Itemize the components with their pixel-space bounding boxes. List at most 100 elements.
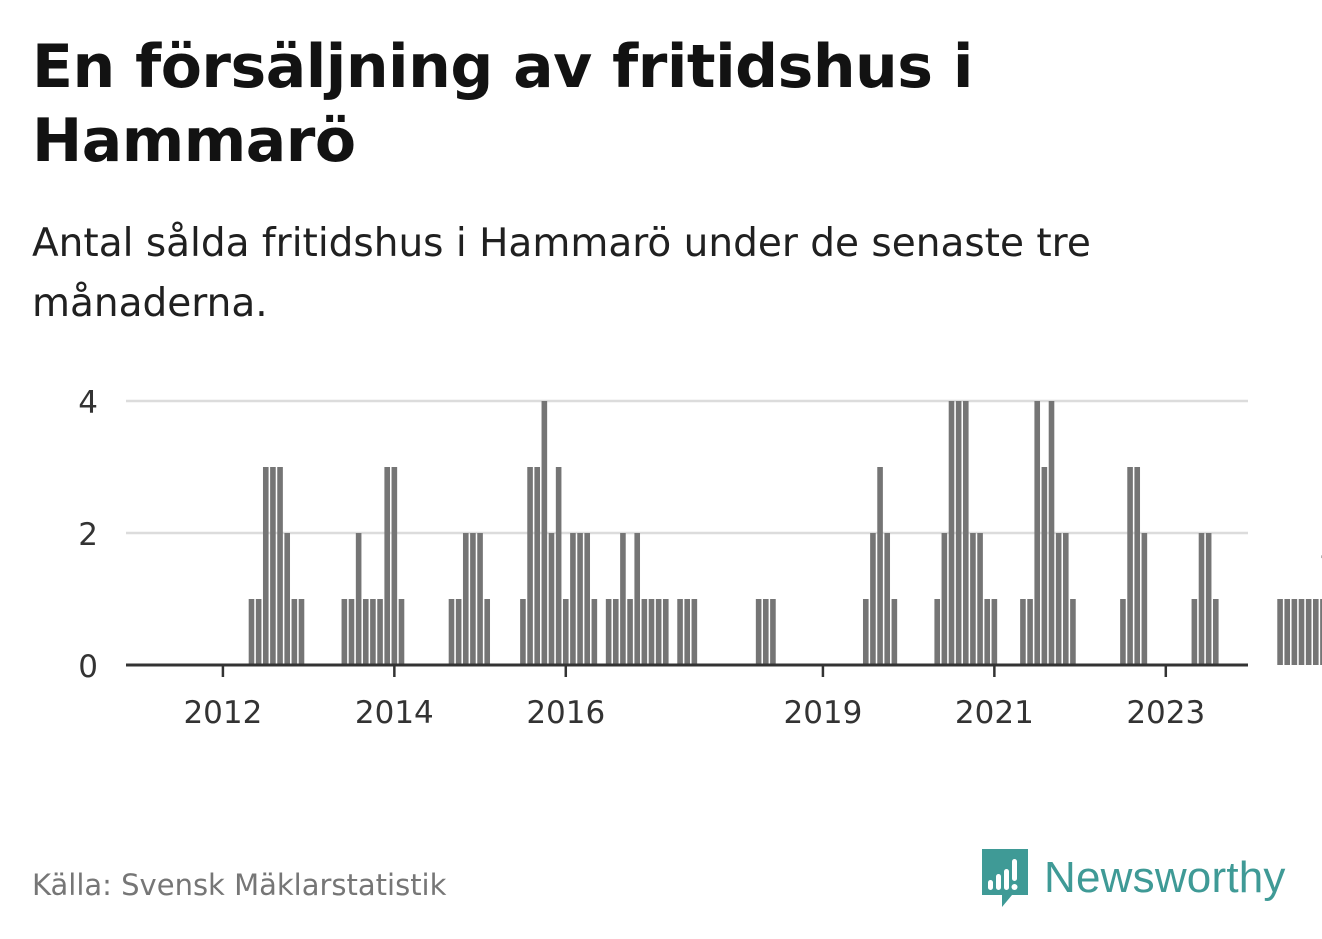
bar: [262, 467, 269, 665]
bar: [270, 467, 276, 665]
bar: [1127, 467, 1133, 665]
bar: [655, 599, 662, 665]
x-tick-label: 2021: [955, 695, 1034, 731]
bar: [762, 599, 769, 665]
bar: [648, 599, 655, 665]
x-tick-label: 2019: [783, 695, 862, 731]
bar: [548, 533, 555, 665]
bar: [627, 599, 633, 665]
bar: [384, 467, 391, 665]
x-tick-label: 2012: [183, 695, 262, 731]
bar: [955, 401, 962, 665]
bar: [1198, 533, 1205, 665]
bar: [355, 533, 362, 665]
bar: [1020, 599, 1026, 665]
bar: [1191, 599, 1198, 665]
bar: [1291, 599, 1298, 665]
bar: [477, 533, 483, 665]
y-tick-label: 2: [78, 517, 98, 553]
bar: [484, 599, 491, 665]
bar: [1284, 599, 1291, 665]
bar: [970, 533, 976, 665]
bar: [1134, 467, 1141, 665]
bar: [248, 599, 255, 665]
bar: [470, 533, 476, 665]
bar: [1062, 533, 1069, 665]
bar: [991, 599, 998, 665]
bar: [862, 599, 869, 665]
bar: [605, 599, 612, 665]
bar: [934, 599, 941, 665]
bar: [634, 533, 641, 665]
bar: [1305, 599, 1312, 665]
bar: [577, 533, 583, 665]
bar-chart-speech-bubble-icon: [982, 849, 1028, 907]
bar: [362, 599, 369, 665]
bar: [620, 533, 626, 665]
bar-chart: 0 2 4 1 2012 2014 2016 2019 2021 2023: [78, 385, 1322, 731]
bar: [755, 599, 762, 665]
bar: [891, 599, 898, 665]
bar: [255, 599, 262, 665]
bar: [527, 467, 533, 665]
x-tick-label: 2023: [1126, 695, 1205, 731]
chart-subtitle: Antal sålda fritidshus i Hammarö under d…: [32, 221, 1091, 326]
bar-value-label: 1: [1318, 549, 1322, 585]
bar: [534, 467, 541, 665]
bar: [341, 599, 348, 665]
bar: [541, 401, 548, 665]
bar: [1141, 533, 1148, 665]
bar: [370, 599, 376, 665]
bar: [391, 467, 398, 665]
bar: [684, 599, 691, 665]
bar: [941, 533, 948, 665]
gridlines: [126, 399, 1248, 535]
x-tick-label: 2014: [355, 695, 434, 731]
bar: [348, 599, 355, 665]
bar: [1120, 599, 1126, 665]
bar: [591, 599, 598, 665]
bar: [662, 599, 669, 665]
bar: [1205, 533, 1212, 665]
bar: [462, 533, 469, 665]
bar: [977, 533, 983, 665]
bar: [770, 599, 776, 665]
bar: [1212, 599, 1219, 665]
bar: [948, 401, 955, 665]
source-note: Källa: Svensk Mäklarstatistik: [32, 868, 447, 902]
bar: [612, 599, 619, 665]
labels: 0 2 4 1 2012 2014 2016 2019 2021 2023: [78, 385, 1322, 731]
bar: [1298, 599, 1305, 665]
bar: [555, 467, 562, 665]
y-tick-label: 4: [78, 385, 98, 421]
bar: [1055, 533, 1062, 665]
bar: [984, 599, 991, 665]
bar: [277, 467, 283, 665]
bar: [520, 599, 526, 665]
brand-logo-link[interactable]: Newsworthy: [980, 846, 1286, 910]
bar: [1312, 599, 1319, 665]
bar: [1320, 599, 1322, 665]
bar: [448, 599, 455, 665]
bars: [248, 401, 1322, 665]
bar: [1048, 401, 1055, 665]
bar: [870, 533, 876, 665]
bar: [877, 467, 883, 665]
bar: [962, 401, 969, 665]
bar: [291, 599, 298, 665]
bar: [455, 599, 462, 665]
bar: [641, 599, 648, 665]
bar: [570, 533, 576, 665]
bar: [298, 599, 305, 665]
bar: [398, 599, 405, 665]
bar: [1041, 467, 1048, 665]
chart-title: En försäljning av fritidshus i Hammarö: [32, 32, 973, 176]
brand-name: Newsworthy: [1044, 853, 1286, 902]
bar: [677, 599, 683, 665]
bar: [284, 533, 291, 665]
y-tick-label: 0: [78, 649, 98, 685]
x-tick-label: 2016: [526, 695, 605, 731]
bar: [1277, 599, 1283, 665]
bar: [691, 599, 698, 665]
bar: [377, 599, 383, 665]
